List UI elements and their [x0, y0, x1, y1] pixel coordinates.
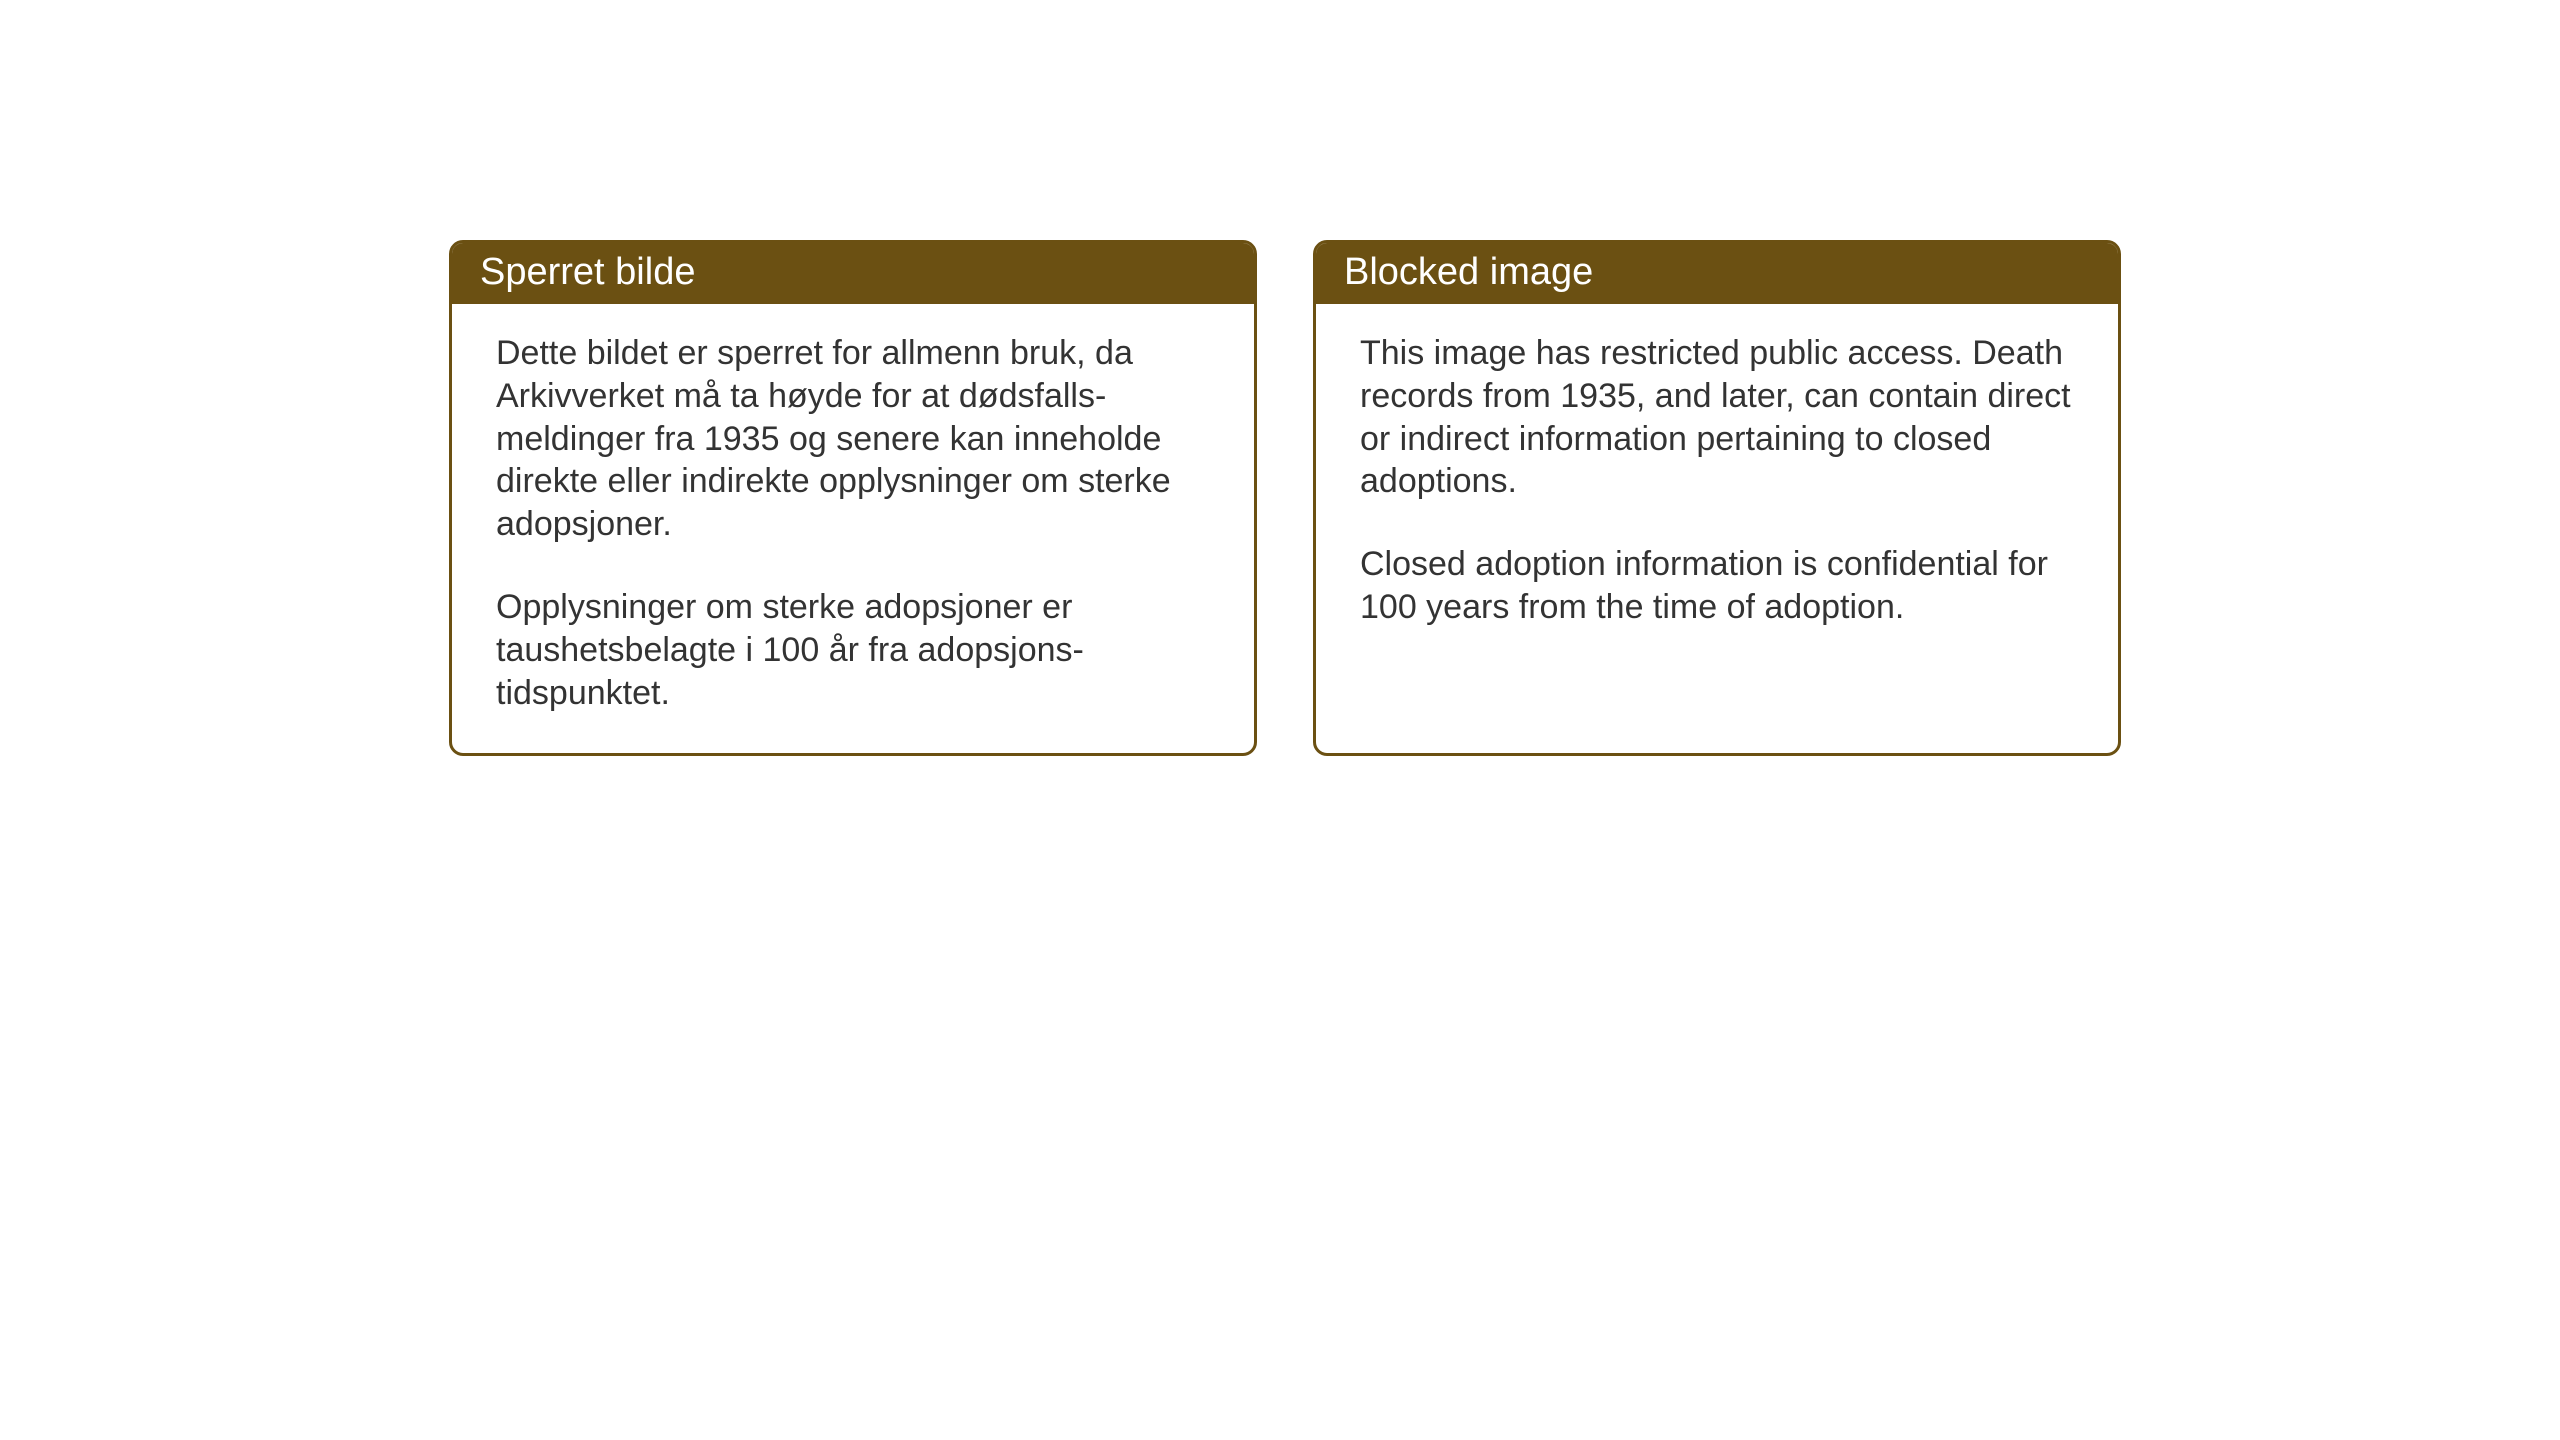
cards-container: Sperret bilde Dette bildet er sperret fo… — [0, 0, 2560, 756]
card-english: Blocked image This image has restricted … — [1313, 240, 2121, 756]
card-para1-norwegian: Dette bildet er sperret for allmenn bruk… — [496, 332, 1210, 546]
card-body-english: This image has restricted public access.… — [1316, 304, 2118, 667]
card-norwegian: Sperret bilde Dette bildet er sperret fo… — [449, 240, 1257, 756]
card-header-norwegian: Sperret bilde — [452, 243, 1254, 304]
card-para2-english: Closed adoption information is confident… — [1360, 543, 2074, 629]
card-body-norwegian: Dette bildet er sperret for allmenn bruk… — [452, 304, 1254, 753]
card-para1-english: This image has restricted public access.… — [1360, 332, 2074, 503]
card-para2-norwegian: Opplysninger om sterke adopsjoner er tau… — [496, 586, 1210, 714]
card-header-english: Blocked image — [1316, 243, 2118, 304]
